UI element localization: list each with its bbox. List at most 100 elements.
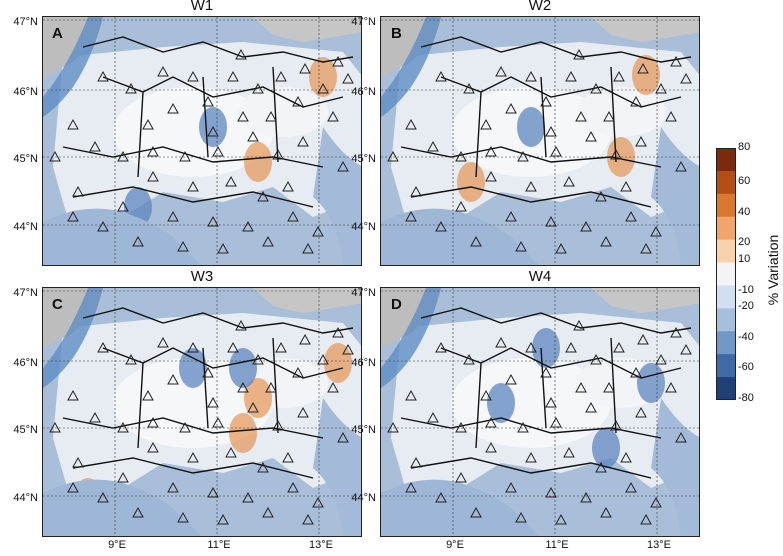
colorbar-tick-60: 60	[738, 175, 751, 187]
station-marker	[337, 160, 349, 172]
station-marker	[97, 491, 109, 503]
station-marker	[167, 373, 179, 385]
map-panel-w3	[42, 287, 362, 537]
station-marker	[485, 416, 497, 428]
station-marker	[72, 185, 84, 197]
station-marker	[517, 150, 529, 162]
colorbar-tick-minus10: -10	[738, 284, 754, 296]
station-marker	[630, 366, 642, 378]
station-marker	[463, 82, 475, 94]
station-marker	[575, 381, 587, 393]
station-marker	[237, 381, 249, 393]
station-marker	[405, 118, 417, 130]
colorbar-swatch	[716, 170, 736, 195]
station-marker	[235, 319, 247, 331]
map-w4	[381, 288, 699, 536]
station-marker	[405, 210, 417, 222]
lat-label-46: 46°N	[351, 86, 376, 98]
station-marker	[620, 451, 632, 463]
station-marker	[635, 406, 647, 418]
station-marker	[212, 145, 224, 157]
adriatic-sea	[313, 127, 361, 265]
region-boundary	[400, 36, 692, 208]
station-marker	[317, 82, 329, 94]
station-marker	[550, 145, 562, 157]
station-marker	[67, 389, 79, 401]
station-marker	[97, 220, 109, 232]
station-marker	[505, 210, 517, 222]
lat-label-47: 47°N	[351, 287, 376, 299]
station-marker	[147, 170, 159, 182]
station-marker	[252, 353, 264, 365]
station-marker	[525, 451, 537, 463]
negative-variation	[487, 383, 515, 423]
station-marker	[187, 451, 199, 463]
alps-relief	[591, 17, 699, 42]
station-marker	[585, 401, 597, 413]
panel-letter-c: C	[52, 296, 63, 313]
station-marker	[275, 341, 287, 353]
station-marker	[252, 82, 264, 94]
colorbar-swatch	[716, 193, 736, 218]
station-marker	[207, 396, 219, 408]
lat-label-44: 44°N	[351, 492, 376, 504]
colorbar-tick-40: 40	[738, 206, 751, 218]
station-marker	[405, 481, 417, 493]
plain-area	[451, 358, 611, 448]
station-marker	[67, 118, 79, 130]
colorbar-tick-minus20: -20	[738, 300, 754, 312]
station-marker	[242, 220, 254, 232]
station-marker	[620, 180, 632, 192]
station-marker	[217, 242, 229, 254]
station-marker	[480, 118, 492, 130]
station-marker	[282, 180, 294, 192]
map-panel-w1	[42, 16, 362, 266]
station-marker	[187, 341, 199, 353]
station-marker	[563, 175, 575, 187]
colorbar-swatch	[716, 148, 736, 172]
station-marker	[455, 150, 467, 162]
alps-relief	[253, 17, 361, 42]
station-marker	[332, 326, 344, 338]
station-marker	[237, 110, 249, 122]
map-w3	[43, 288, 361, 536]
station-marker	[573, 48, 585, 60]
station-marker	[337, 431, 349, 443]
positive-variation	[244, 378, 272, 418]
colorbar-title: % Variation	[765, 234, 781, 306]
station-marker	[317, 353, 329, 365]
station-marker	[225, 175, 237, 187]
station-marker	[72, 456, 84, 468]
station-marker	[565, 341, 577, 353]
station-marker	[89, 140, 101, 152]
station-marker	[603, 381, 615, 393]
station-marker	[142, 118, 154, 130]
lat-label-45: 45°N	[351, 424, 376, 436]
station-marker	[297, 135, 309, 147]
negative-variation	[229, 348, 257, 388]
lon-label-13e: 13°E	[309, 539, 333, 551]
station-marker	[125, 82, 137, 94]
station-marker	[680, 343, 692, 355]
station-marker	[157, 65, 169, 77]
station-marker	[637, 333, 649, 345]
station-marker	[177, 511, 189, 523]
colorbar-tick-minus60: -60	[738, 361, 754, 373]
station-marker	[565, 70, 577, 82]
station-marker	[595, 461, 607, 473]
station-marker	[590, 353, 602, 365]
station-marker	[427, 411, 439, 423]
station-marker	[299, 333, 311, 345]
station-marker	[540, 95, 552, 107]
station-marker	[505, 373, 517, 385]
station-marker	[480, 389, 492, 401]
station-marker	[265, 381, 277, 393]
adriatic-sea	[651, 398, 699, 536]
station-marker	[555, 242, 567, 254]
station-marker	[275, 70, 287, 82]
station-marker	[550, 416, 562, 428]
station-marker	[207, 125, 219, 137]
colorbar-tick-minus40: -40	[738, 331, 754, 343]
station-marker	[455, 421, 467, 433]
station-marker	[525, 70, 537, 82]
